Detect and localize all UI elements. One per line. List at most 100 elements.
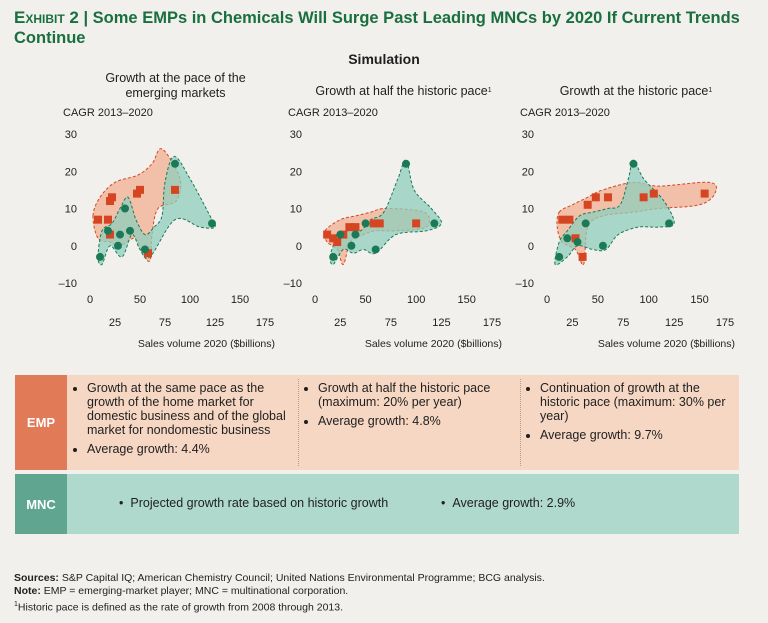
y-tick-label: 20 <box>522 166 534 178</box>
emp-point <box>104 215 112 224</box>
y-tick-label: –10 <box>516 278 534 290</box>
mnc-point <box>347 241 356 250</box>
mnc-point <box>573 238 582 247</box>
y-tick-label: 0 <box>528 241 534 253</box>
emp-point <box>136 185 144 194</box>
x-tick-label: 25 <box>334 317 346 329</box>
emp-point <box>412 219 421 228</box>
x-axis-label: Sales volume 2020 ($billions) <box>598 338 735 350</box>
chart-title-line-1: Growth at the pace of the <box>105 71 245 85</box>
x-tick-label: 0 <box>544 294 550 306</box>
chart-title-footnote-mark: 1 <box>488 87 492 94</box>
emp-col-half-bullet-1: Growth at half the historic pace (maximu… <box>318 381 511 409</box>
y-tick-label: 30 <box>65 129 77 141</box>
emp-point <box>591 193 600 202</box>
y-tick-label: 20 <box>290 166 302 178</box>
emp-point <box>604 193 613 202</box>
footer: Sources: S&P Capital IQ; American Chemis… <box>14 572 754 615</box>
x-tick-label: 100 <box>407 294 425 306</box>
mnc-point <box>121 204 129 213</box>
x-tick-label: 25 <box>109 317 121 329</box>
mnc-point <box>104 226 112 235</box>
emp-point <box>108 193 116 202</box>
chart-title: Growth at half the historic pace1 <box>315 84 491 98</box>
emp-point <box>558 215 567 224</box>
mnc-point <box>351 230 360 239</box>
mnc-point <box>402 159 411 168</box>
mnc-point <box>126 226 134 235</box>
emp-point <box>333 238 342 247</box>
mnc-bullet-2: Average growth: 2.9% <box>441 496 575 510</box>
y-tick-label: 10 <box>65 204 77 216</box>
x-tick-label: 50 <box>134 294 146 306</box>
title-separator: | <box>83 9 89 27</box>
mnc-point <box>96 252 104 261</box>
emp-point <box>639 193 648 202</box>
x-tick-label: 175 <box>716 317 734 329</box>
mnc-point <box>208 219 216 228</box>
x-tick-label: 175 <box>483 317 501 329</box>
emp-col-historic: Continuation of growth at the historic p… <box>528 381 728 447</box>
footnote-mark: 1 <box>14 601 18 608</box>
emp-col-half-bullet-2: Average growth: 4.8% <box>318 414 511 428</box>
x-tick-label: 25 <box>566 317 578 329</box>
emp-point <box>329 234 338 243</box>
y-tick-label: 30 <box>290 129 302 141</box>
mnc-point <box>141 245 149 254</box>
emp-point <box>649 189 658 198</box>
x-tick-label: 75 <box>385 317 397 329</box>
mnc-point <box>171 159 179 168</box>
emp-divider-2 <box>520 379 521 466</box>
emp-col-emerging-bullet-2: Average growth: 4.4% <box>87 442 290 456</box>
mnc-point <box>629 159 638 168</box>
mnc-point <box>371 245 380 254</box>
mnc-row-label: MNC <box>15 474 67 534</box>
sources-label: Sources: <box>14 572 59 584</box>
x-tick-label: 0 <box>312 294 318 306</box>
mnc-point <box>361 219 370 228</box>
note-label: Note: <box>14 585 41 597</box>
emp-col-half: Growth at half the historic pace (maximu… <box>306 381 511 433</box>
emp-point <box>583 200 592 209</box>
mnc-point <box>563 234 572 243</box>
y-tick-label: 10 <box>290 204 302 216</box>
x-tick-label: 150 <box>690 294 708 306</box>
emp-point <box>369 219 378 228</box>
sources-text: S&P Capital IQ; American Chemistry Counc… <box>61 572 545 584</box>
x-axis-label: Sales volume 2020 ($billions) <box>365 338 502 350</box>
note-line: Note: EMP = emerging-market player; MNC … <box>14 585 754 598</box>
emp-divider-1 <box>298 379 299 466</box>
emp-point <box>345 223 354 232</box>
y-axis-label: CAGR 2013–2020 <box>520 107 610 119</box>
x-tick-label: 175 <box>256 317 274 329</box>
x-tick-label: 100 <box>640 294 658 306</box>
emp-point <box>323 230 332 239</box>
y-tick-label: –10 <box>59 278 77 290</box>
exhibit-label: Exhibit 2 <box>14 8 79 27</box>
mnc-point <box>329 252 338 261</box>
emp-point <box>571 234 580 243</box>
y-tick-label: 0 <box>296 241 302 253</box>
x-tick-label: 150 <box>458 294 476 306</box>
x-tick-label: 50 <box>592 294 604 306</box>
x-tick-label: 0 <box>87 294 93 306</box>
emp-row-label: EMP <box>15 375 67 470</box>
mnc-point <box>665 219 674 228</box>
y-tick-label: –10 <box>284 278 302 290</box>
sources-line: Sources: S&P Capital IQ; American Chemis… <box>14 572 754 585</box>
note-text: EMP = emerging-market player; MNC = mult… <box>43 585 349 597</box>
emp-row: EMP Growth at the same pace as the growt… <box>15 375 739 470</box>
x-tick-label: 50 <box>359 294 371 306</box>
emp-point <box>578 252 587 261</box>
mnc-point <box>581 219 590 228</box>
y-tick-label: 30 <box>522 129 534 141</box>
title-text: Some EMPs in Chemicals Will Surge Past L… <box>14 9 740 47</box>
y-tick-label: 20 <box>65 166 77 178</box>
x-axis-label: Sales volume 2020 ($billions) <box>138 338 275 350</box>
mnc-row: MNC Projected growth rate based on histo… <box>15 474 739 534</box>
mnc-bullet-1: Projected growth rate based on historic … <box>119 496 388 510</box>
mnc-point <box>116 230 124 239</box>
y-axis-label: CAGR 2013–2020 <box>288 107 378 119</box>
x-tick-label: 125 <box>432 317 450 329</box>
